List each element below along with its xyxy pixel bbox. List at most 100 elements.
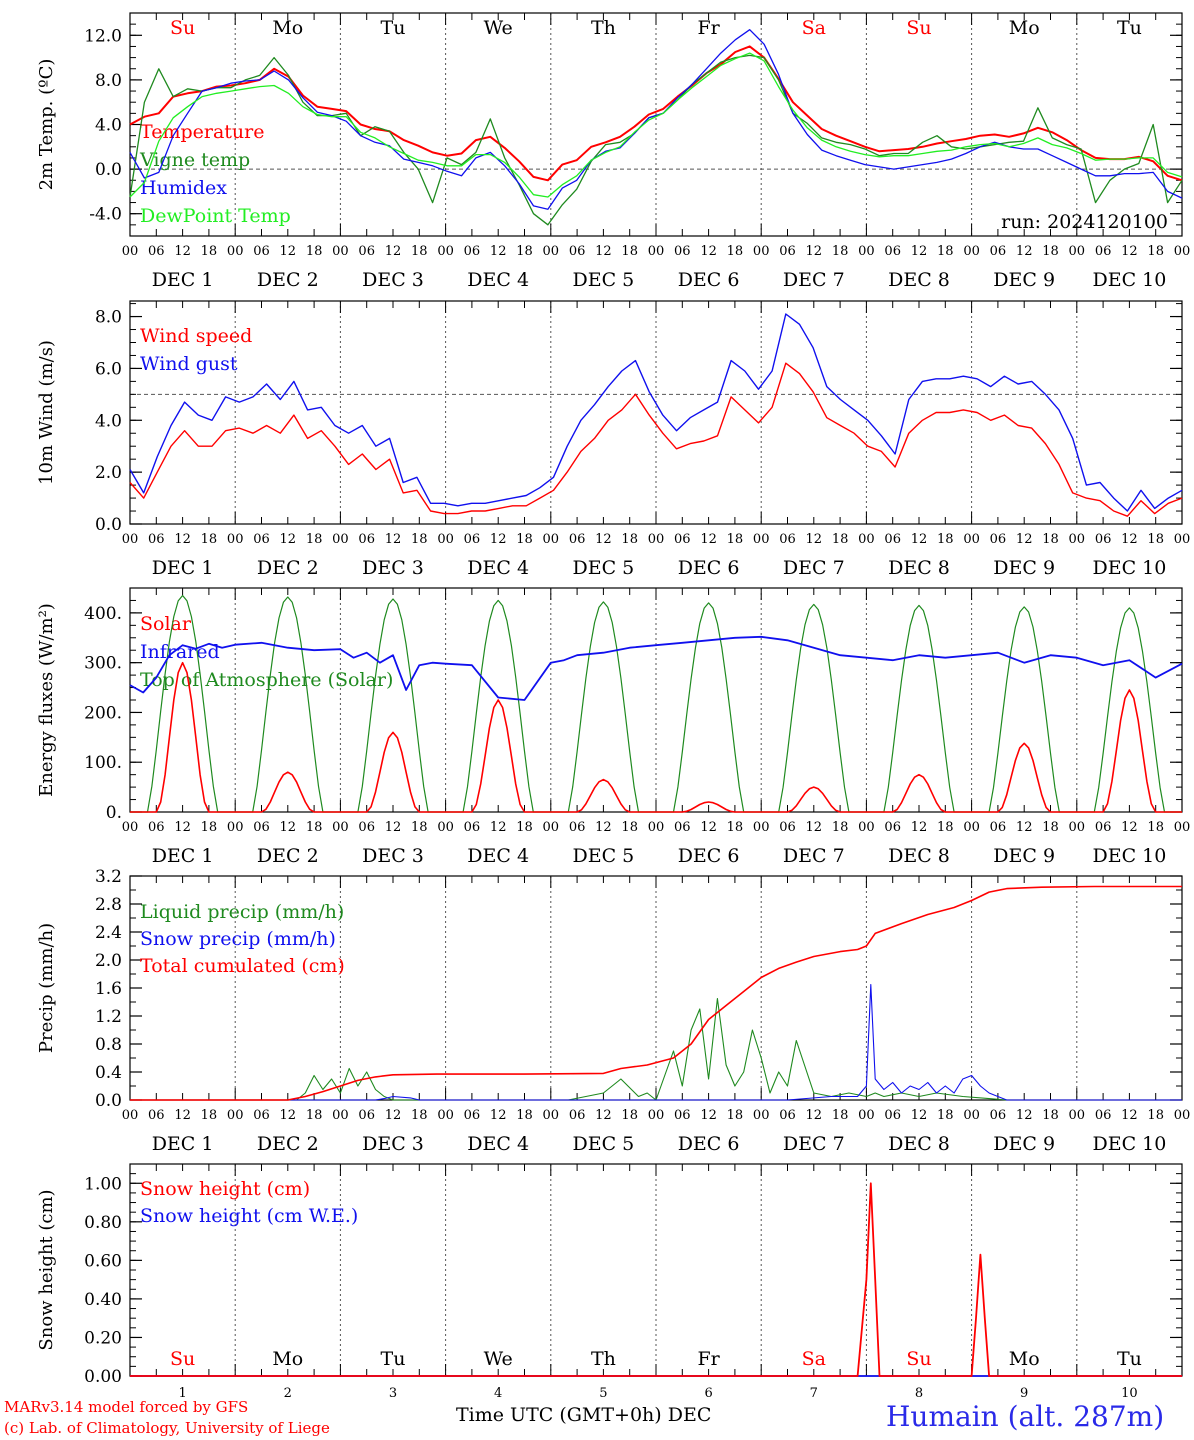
precip-panel: 0.0 0.4 0.8 1.2 1.6 2.0 2.4 2.8 3.2 Precip (mm/h)… bbox=[36, 867, 1190, 1155]
hour-tick-label: 00 bbox=[332, 244, 349, 259]
toa-solar-curve bbox=[656, 602, 762, 813]
day-label: DEC 5 bbox=[573, 845, 635, 867]
hour-tick-label: 18 bbox=[1042, 532, 1059, 547]
series-line-snow-height-cm- bbox=[130, 1182, 1182, 1377]
hour-tick-label: 06 bbox=[884, 1108, 901, 1123]
day-number-label: 5 bbox=[599, 1386, 607, 1401]
hour-tick-label: 12 bbox=[1121, 1108, 1138, 1123]
series-line-total-cumulated-cm- bbox=[130, 885, 1182, 1101]
model-credit: MARv3.14 model forced by GFS bbox=[4, 1398, 249, 1416]
day-label: DEC 6 bbox=[678, 1133, 740, 1155]
weekday-label: Fr bbox=[697, 17, 720, 39]
y-tick-label: 0.4 bbox=[95, 1063, 122, 1083]
hour-tick-label: 12 bbox=[174, 1108, 191, 1123]
solar-flux-line bbox=[130, 661, 1182, 813]
hour-tick-label: 12 bbox=[174, 820, 191, 835]
day-number-label: 7 bbox=[810, 1386, 818, 1401]
hour-tick-label: 00 bbox=[648, 820, 665, 835]
hour-tick-label: 12 bbox=[595, 244, 612, 259]
hour-tick-label: 00 bbox=[122, 1108, 139, 1123]
hour-tick-label: 06 bbox=[253, 244, 270, 259]
weekday-label: Tu bbox=[381, 1348, 406, 1370]
hour-tick-label: 00 bbox=[437, 244, 454, 259]
hour-tick-label: 06 bbox=[358, 820, 375, 835]
hour-tick-label: 00 bbox=[122, 244, 139, 259]
hour-tick-label: 18 bbox=[1147, 244, 1164, 259]
hour-tick-label: 12 bbox=[490, 1108, 507, 1123]
hour-tick-label: 06 bbox=[884, 244, 901, 259]
x-axis-title: Time UTC (GMT+0h) DEC bbox=[456, 1404, 712, 1426]
day-label: DEC 8 bbox=[888, 269, 950, 291]
hour-tick-label: 18 bbox=[516, 820, 533, 835]
weekday-label: We bbox=[484, 17, 513, 39]
day-label: DEC 9 bbox=[993, 557, 1055, 579]
day-label: DEC 6 bbox=[678, 557, 740, 579]
hour-tick-label: 12 bbox=[1016, 244, 1033, 259]
hour-tick-label: 00 bbox=[648, 244, 665, 259]
day-label: DEC 9 bbox=[993, 845, 1055, 867]
hour-tick-label: 00 bbox=[858, 820, 875, 835]
hour-tick-label: 00 bbox=[963, 1108, 980, 1123]
hour-tick-label: 00 bbox=[1174, 532, 1191, 547]
hour-tick-label: 18 bbox=[201, 820, 218, 835]
hour-tick-label: 12 bbox=[700, 532, 717, 547]
y-tick-label: 2.8 bbox=[95, 895, 122, 915]
day-label: DEC 10 bbox=[1092, 1133, 1166, 1155]
legend-entry: Top of Atmosphere (Solar) bbox=[140, 669, 393, 691]
hour-tick-label: 12 bbox=[700, 820, 717, 835]
day-label: DEC 10 bbox=[1092, 557, 1166, 579]
toa-solar-curve bbox=[235, 596, 341, 813]
day-label: DEC 6 bbox=[678, 845, 740, 867]
toa-solar-curve bbox=[1076, 607, 1182, 813]
hour-tick-label: 06 bbox=[779, 1108, 796, 1123]
hour-tick-label: 06 bbox=[674, 820, 691, 835]
hour-tick-label: 12 bbox=[385, 820, 402, 835]
hour-tick-label: 18 bbox=[832, 244, 849, 259]
y-tick-label: 4.0 bbox=[95, 116, 122, 136]
hour-tick-label: 18 bbox=[937, 820, 954, 835]
hour-tick-label: 18 bbox=[516, 1108, 533, 1123]
day-label: DEC 4 bbox=[467, 845, 529, 867]
day-label: DEC 1 bbox=[152, 1133, 214, 1155]
day-label: DEC 3 bbox=[362, 557, 424, 579]
day-number-label: 3 bbox=[389, 1386, 397, 1401]
y-tick-label: 0.0 bbox=[95, 160, 122, 180]
series-line-dewpoint-temp bbox=[129, 52, 1183, 198]
hour-tick-label: 00 bbox=[543, 820, 560, 835]
hour-tick-label: 12 bbox=[174, 244, 191, 259]
hour-tick-label: 06 bbox=[253, 820, 270, 835]
hour-tick-label: 12 bbox=[1121, 532, 1138, 547]
hour-tick-label: 12 bbox=[806, 532, 823, 547]
y-tick-label: 300. bbox=[84, 654, 122, 674]
precip-y-axis-label: Precip (mm/h) bbox=[36, 923, 57, 1053]
hour-tick-label: 06 bbox=[148, 532, 165, 547]
weekday-label: Su bbox=[906, 17, 931, 39]
legend-entry: Wind speed bbox=[140, 325, 252, 347]
hour-tick-label: 18 bbox=[306, 1108, 323, 1123]
hour-tick-label: 18 bbox=[306, 532, 323, 547]
hour-tick-label: 18 bbox=[621, 1108, 638, 1123]
day-label: DEC 4 bbox=[467, 269, 529, 291]
y-tick-label: 4.0 bbox=[95, 411, 122, 431]
hour-tick-label: 18 bbox=[1147, 532, 1164, 547]
y-tick-label: 3.2 bbox=[95, 867, 122, 887]
hour-tick-label: 06 bbox=[990, 820, 1007, 835]
weekday-label: Su bbox=[170, 17, 195, 39]
hour-tick-label: 06 bbox=[464, 244, 481, 259]
hour-tick-label: 00 bbox=[753, 244, 770, 259]
y-tick-label: 2.4 bbox=[95, 923, 122, 943]
y-tick-label: 0.20 bbox=[84, 1328, 122, 1348]
series-line-wind-speed bbox=[129, 362, 1183, 517]
series-line-temperature bbox=[129, 45, 1183, 182]
y-tick-label: 1.2 bbox=[95, 1007, 122, 1027]
series-line-snow-precip-mm-h- bbox=[130, 983, 1182, 1101]
hour-tick-label: 06 bbox=[464, 820, 481, 835]
toa-solar-curve bbox=[340, 598, 446, 813]
hour-tick-label: 12 bbox=[595, 820, 612, 835]
hour-tick-label: 06 bbox=[253, 532, 270, 547]
weekday-label: Mo bbox=[272, 17, 303, 39]
hour-tick-label: 18 bbox=[937, 244, 954, 259]
hour-tick-label: 12 bbox=[1016, 532, 1033, 547]
toa-solar-curve bbox=[866, 604, 972, 813]
snow-y-axis-label: Snow height (cm) bbox=[36, 1189, 57, 1350]
